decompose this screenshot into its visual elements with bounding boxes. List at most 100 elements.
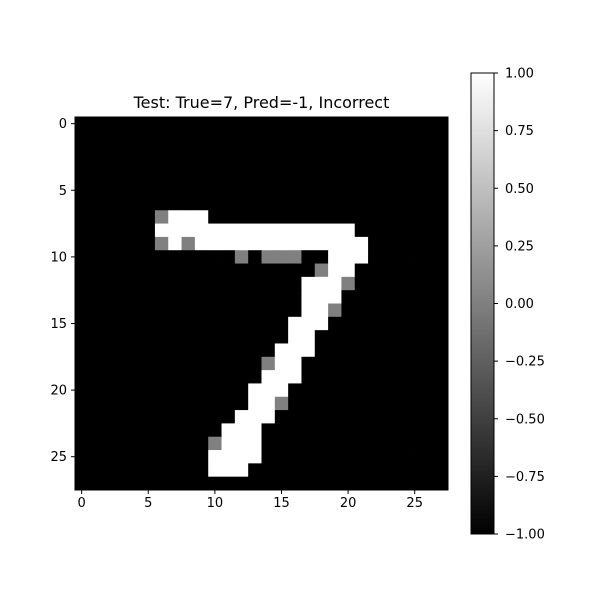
heatmap-cell [341,290,356,304]
heatmap-cell [194,423,209,438]
heatmap-cell [328,117,342,131]
heatmap-cell [208,476,222,491]
heatmap-cell [261,263,276,278]
heatmap-cell [168,250,182,264]
heatmap-cell [221,183,236,198]
heatmap-cell [221,436,236,451]
heatmap-cell [168,476,182,491]
heatmap-cell [261,117,276,131]
heatmap-cell [101,170,116,185]
heatmap-cell [114,463,129,478]
heatmap-cell [261,236,276,251]
heatmap-cell [234,450,249,464]
heatmap-cell [394,476,409,491]
heatmap-cell [88,223,103,238]
heatmap-cell [341,316,356,331]
heatmap-cell [381,156,396,171]
heatmap-cell [328,250,342,264]
heatmap-cell [141,236,156,251]
heatmap-cell [261,356,276,371]
heatmap-cell [394,330,409,344]
heatmap-cell [381,436,396,451]
heatmap-cell [128,263,143,278]
colorbar-tick-label: −0.25 [505,355,545,370]
heatmap-cell [434,210,449,224]
heatmap-cell [394,156,409,171]
colorbar-tick-label: 1.00 [505,67,534,82]
heatmap-cell [234,143,249,158]
heatmap-cell [101,356,116,371]
heatmap-cell [128,370,143,384]
heatmap-cell [234,130,249,145]
heatmap-cell [328,196,342,211]
heatmap-cell [128,210,143,224]
heatmap-cell [314,303,329,318]
heatmap-cell [101,396,116,411]
heatmap-cell [341,396,356,411]
heatmap-cell [248,156,262,171]
heatmap-cell [301,143,316,158]
heatmap-cell [221,290,236,304]
heatmap-cell [154,436,169,451]
colorbar-tick-label: −1.00 [505,528,545,543]
heatmap-cell [434,316,449,331]
heatmap-cell [408,143,422,158]
heatmap-cell [75,156,89,171]
heatmap-cell [341,423,356,438]
heatmap-cell [114,276,129,291]
heatmap-cell [328,356,342,371]
heatmap-cell [114,356,129,371]
heatmap-cell [114,330,129,344]
heatmap-cell [368,236,382,251]
heatmap-cell [154,330,169,344]
heatmap-cell [408,210,422,224]
heatmap-cell [381,370,396,384]
heatmap-cell [75,463,89,478]
heatmap-cell [261,303,276,318]
heatmap-cell [394,370,409,384]
heatmap-cell [141,476,156,491]
heatmap-cell [274,450,289,464]
heatmap-cell [301,370,316,384]
heatmap-cell [181,210,196,224]
heatmap-cell [141,450,156,464]
heatmap-cell [421,396,436,411]
heatmap-cell [208,196,222,211]
heatmap-cell [114,143,129,158]
heatmap-cell [328,343,342,358]
heatmap-cell [101,117,116,131]
heatmap-cell [75,250,89,264]
heatmap-cell [194,383,209,398]
heatmap-cell [328,476,342,491]
heatmap-cell [314,396,329,411]
heatmap-cell [208,117,222,131]
heatmap-cell [234,476,249,491]
heatmap-cell [128,343,143,358]
heatmap-cell [314,370,329,384]
heatmap-cell [354,330,369,344]
heatmap-cell [341,276,356,291]
heatmap-cell [408,276,422,291]
heatmap-cell [141,170,156,185]
heatmap-cell [248,316,262,331]
heatmap-cell [434,436,449,451]
heatmap-cell [341,476,356,491]
heatmap-cell [368,130,382,145]
heatmap-cell [114,370,129,384]
heatmap-cell [101,383,116,398]
heatmap-cell [88,210,103,224]
heatmap-cell [168,143,182,158]
heatmap-cell [88,250,103,264]
heatmap-cell [434,170,449,185]
heatmap-cell [234,383,249,398]
heatmap-cell [368,410,382,424]
heatmap-cell [288,236,302,251]
heatmap-cell [234,170,249,185]
heatmap-cell [314,330,329,344]
heatmap-cell [421,436,436,451]
heatmap-cell [128,383,143,398]
heatmap-cell [314,156,329,171]
heatmap-cell [328,236,342,251]
heatmap-cell [408,476,422,491]
